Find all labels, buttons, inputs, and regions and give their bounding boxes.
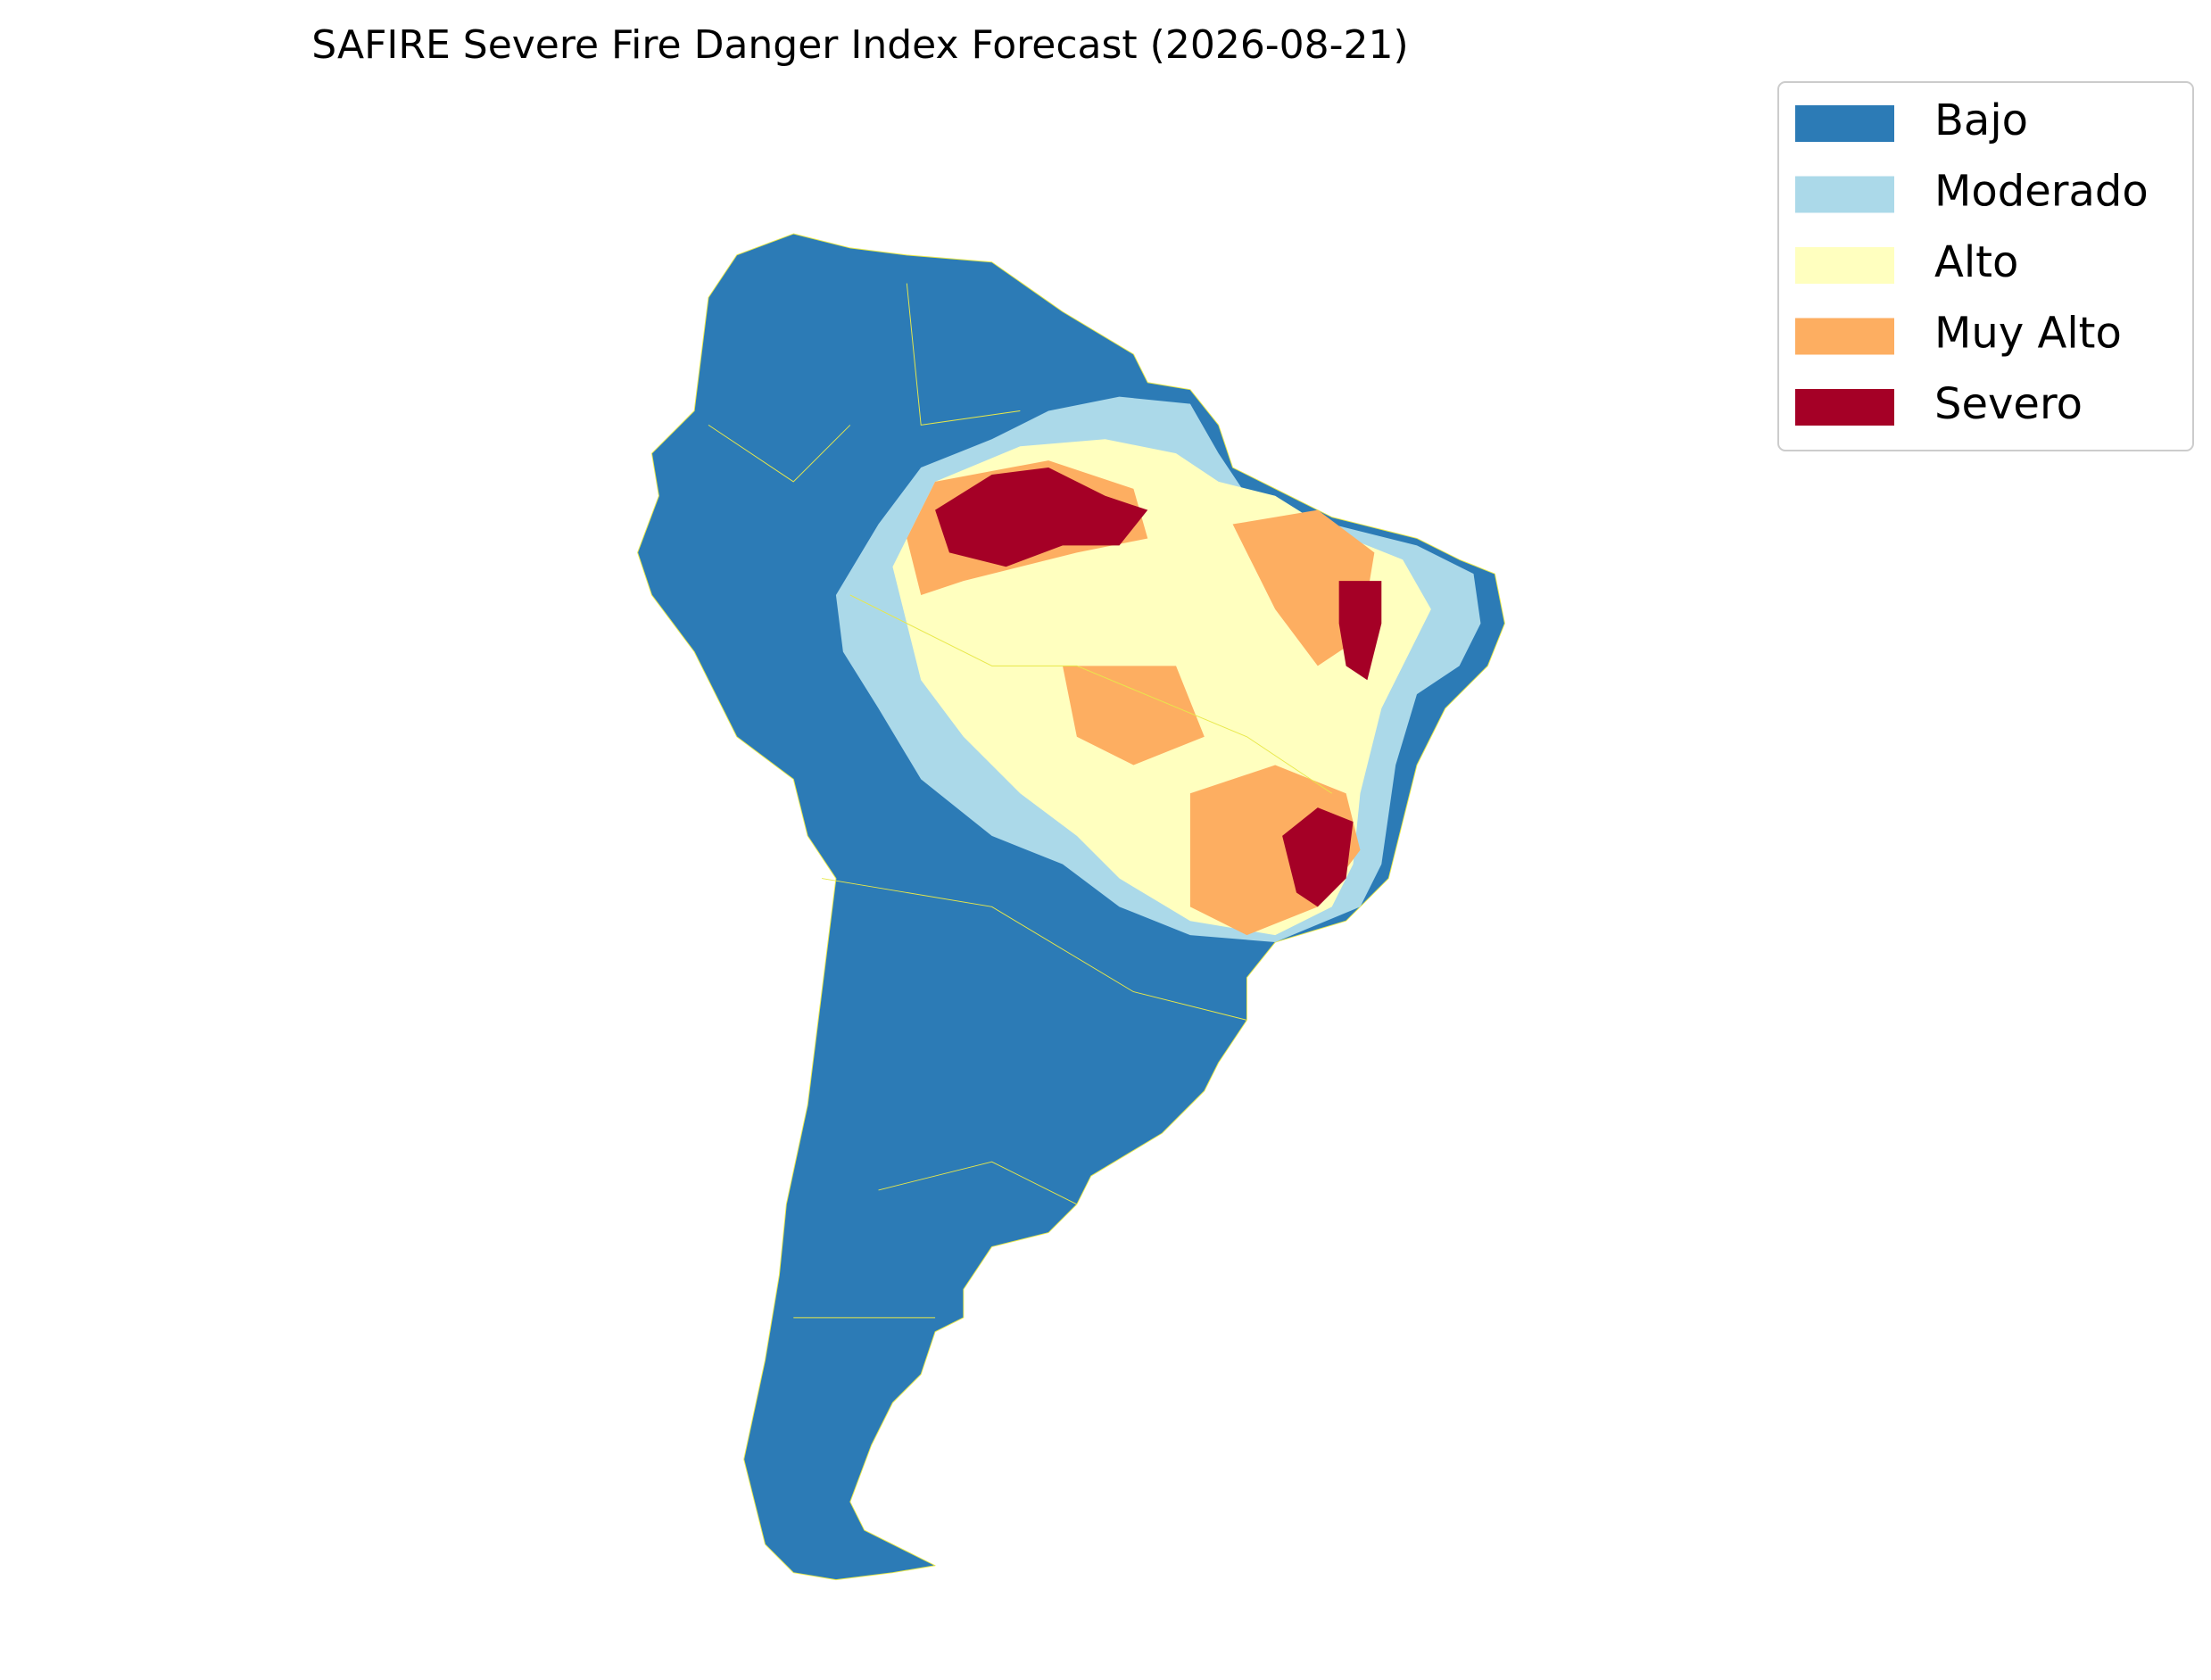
- legend-label: Muy Alto: [1934, 309, 2122, 359]
- legend-swatch: [1795, 247, 1894, 284]
- legend-swatch: [1795, 176, 1894, 213]
- legend-swatch: [1795, 318, 1894, 355]
- legend-swatch: [1795, 389, 1894, 426]
- legend-label: Severo: [1934, 379, 2083, 429]
- map: [637, 233, 1505, 1581]
- map-title: SAFIRE Severe Fire Danger Index Forecast…: [311, 22, 1408, 68]
- legend-label: Alto: [1934, 237, 2018, 287]
- legend-swatch: [1795, 105, 1894, 142]
- legend-label: Bajo: [1934, 95, 2028, 145]
- severe-zone: [935, 468, 1382, 907]
- borders: [708, 283, 1332, 1319]
- legend-label: Moderado: [1934, 167, 2149, 217]
- legend: Bajo Moderado Alto Muy Alto Severo: [1777, 81, 2194, 451]
- legend-frame: [1777, 81, 2194, 451]
